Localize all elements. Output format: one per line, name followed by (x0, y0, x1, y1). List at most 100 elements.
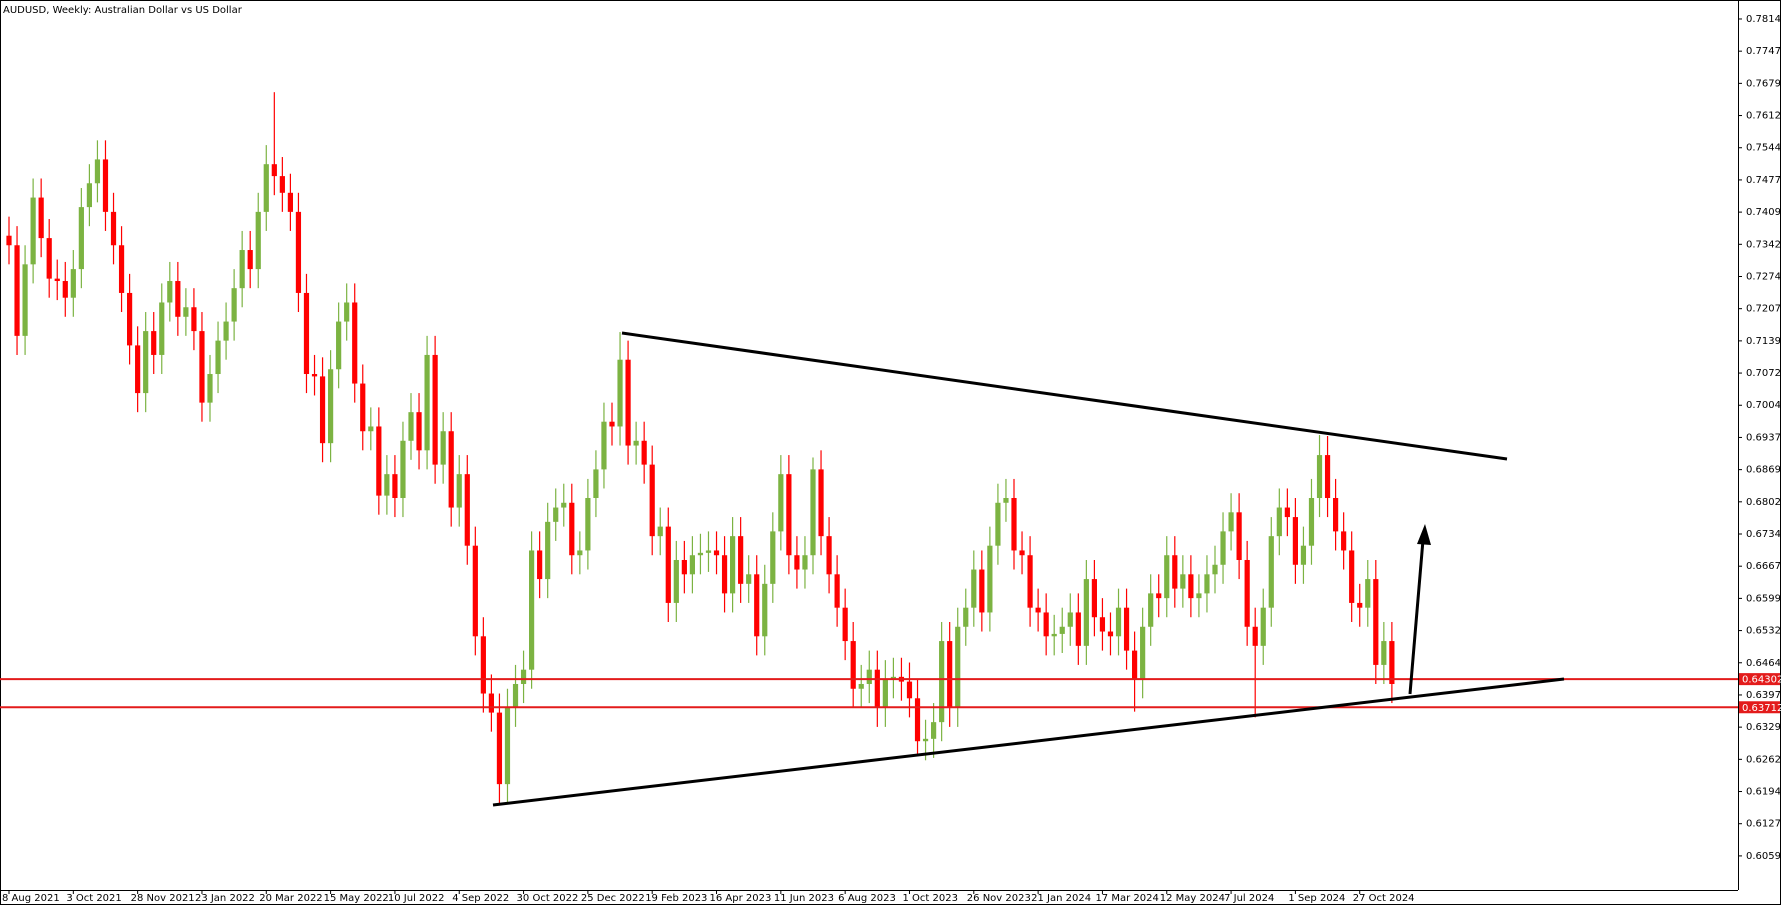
candle-body (1204, 574, 1210, 594)
candle-body (448, 431, 454, 508)
candle-body (971, 569, 977, 608)
candle-body (1324, 455, 1331, 499)
level-label-box (1739, 701, 1780, 714)
candle-body (464, 474, 470, 546)
lower-trendline (492, 677, 1565, 807)
plot (0, 92, 1738, 804)
x-tick-label: 7 Jul 2024 (1224, 893, 1274, 904)
candle-body (955, 626, 961, 708)
candle-body (159, 302, 165, 355)
candle-body (1196, 593, 1202, 599)
candle-body (553, 507, 559, 522)
candle-body (400, 440, 406, 499)
chart-title: AUDUSD, Weekly: Australian Dollar vs US … (3, 5, 243, 16)
candle-body (86, 183, 92, 208)
candle-body (585, 498, 591, 551)
candle-body (30, 197, 36, 265)
candle-body (770, 531, 776, 584)
candle-body (963, 607, 969, 627)
candle-body (263, 164, 269, 212)
candle-body (1300, 545, 1307, 565)
x-tick-label: 1 Sep 2024 (1288, 893, 1345, 904)
candle-body (545, 521, 551, 580)
candle-body (1188, 574, 1194, 599)
candle-body (1067, 612, 1073, 627)
candle-body (223, 321, 229, 341)
candle-body (754, 574, 760, 637)
candle-body (689, 555, 695, 575)
candle-body (143, 331, 149, 394)
candle-body (520, 669, 527, 684)
y-tick-label: 0.67345 (1746, 529, 1781, 540)
candle-body (1140, 626, 1146, 680)
candle-body (46, 238, 52, 279)
level-label: 0.64302 (1742, 675, 1781, 686)
x-tick-label: 25 Dec 2022 (581, 893, 645, 904)
candle-body (287, 192, 293, 212)
candle-body (295, 211, 302, 293)
x-tick-label: 4 Sep 2022 (452, 893, 509, 904)
candle-body (1341, 531, 1347, 551)
candle-body (657, 526, 663, 537)
candle-body (1381, 641, 1387, 665)
candle-body (1107, 631, 1114, 637)
candle-body (360, 383, 366, 432)
candle-body (1172, 555, 1178, 589)
candle-body (336, 321, 342, 370)
y-tick-label: 0.68695 (1746, 465, 1781, 476)
candle-body (22, 264, 28, 336)
arrow-head (1417, 524, 1431, 545)
y-tick-label: 0.61945 (1746, 787, 1781, 798)
candle-body (1284, 507, 1290, 518)
candle-body (577, 550, 583, 556)
candle-body (1308, 498, 1315, 546)
candle-body (1244, 559, 1250, 627)
candle-body (939, 641, 945, 723)
y-tick-label: 0.76795 (1746, 78, 1781, 89)
candle-body (730, 536, 736, 594)
candle-body (6, 235, 12, 246)
candle-body (834, 574, 840, 608)
candle-body (537, 550, 543, 580)
x-tick-label: 1 Oct 2023 (902, 893, 957, 904)
y-tick-label: 0.74095 (1746, 207, 1781, 218)
candle-body (561, 502, 567, 508)
y-tick-label: 0.72745 (1746, 271, 1781, 282)
level-label: 0.63712 (1742, 703, 1781, 714)
candle-body (1148, 593, 1154, 627)
candle-body (279, 176, 285, 193)
candle-body (794, 555, 800, 570)
candle-body (721, 555, 728, 594)
candle-body (384, 474, 390, 496)
candle-body (1115, 607, 1122, 637)
candle-body (1091, 579, 1097, 618)
candle-body (151, 331, 157, 355)
candle-body (633, 440, 639, 446)
x-tick-label: 10 Jul 2022 (388, 893, 445, 904)
x-tick-label: 23 Jan 2022 (195, 893, 255, 904)
candle-body (1220, 531, 1226, 565)
candle-body (778, 474, 784, 532)
candle-body (62, 281, 68, 298)
candle-body (906, 681, 913, 699)
x-tick-label: 6 Aug 2023 (838, 893, 896, 904)
y-tick-label: 0.64645 (1746, 658, 1781, 669)
candle-body (319, 376, 326, 444)
candle-body (1083, 579, 1089, 646)
candle-body (1316, 455, 1323, 499)
candle-body (328, 369, 334, 444)
candle-body (1357, 602, 1363, 608)
candle-body (625, 359, 631, 446)
candle-body (480, 636, 486, 694)
candle-body (810, 469, 816, 556)
candle-body (440, 431, 446, 465)
